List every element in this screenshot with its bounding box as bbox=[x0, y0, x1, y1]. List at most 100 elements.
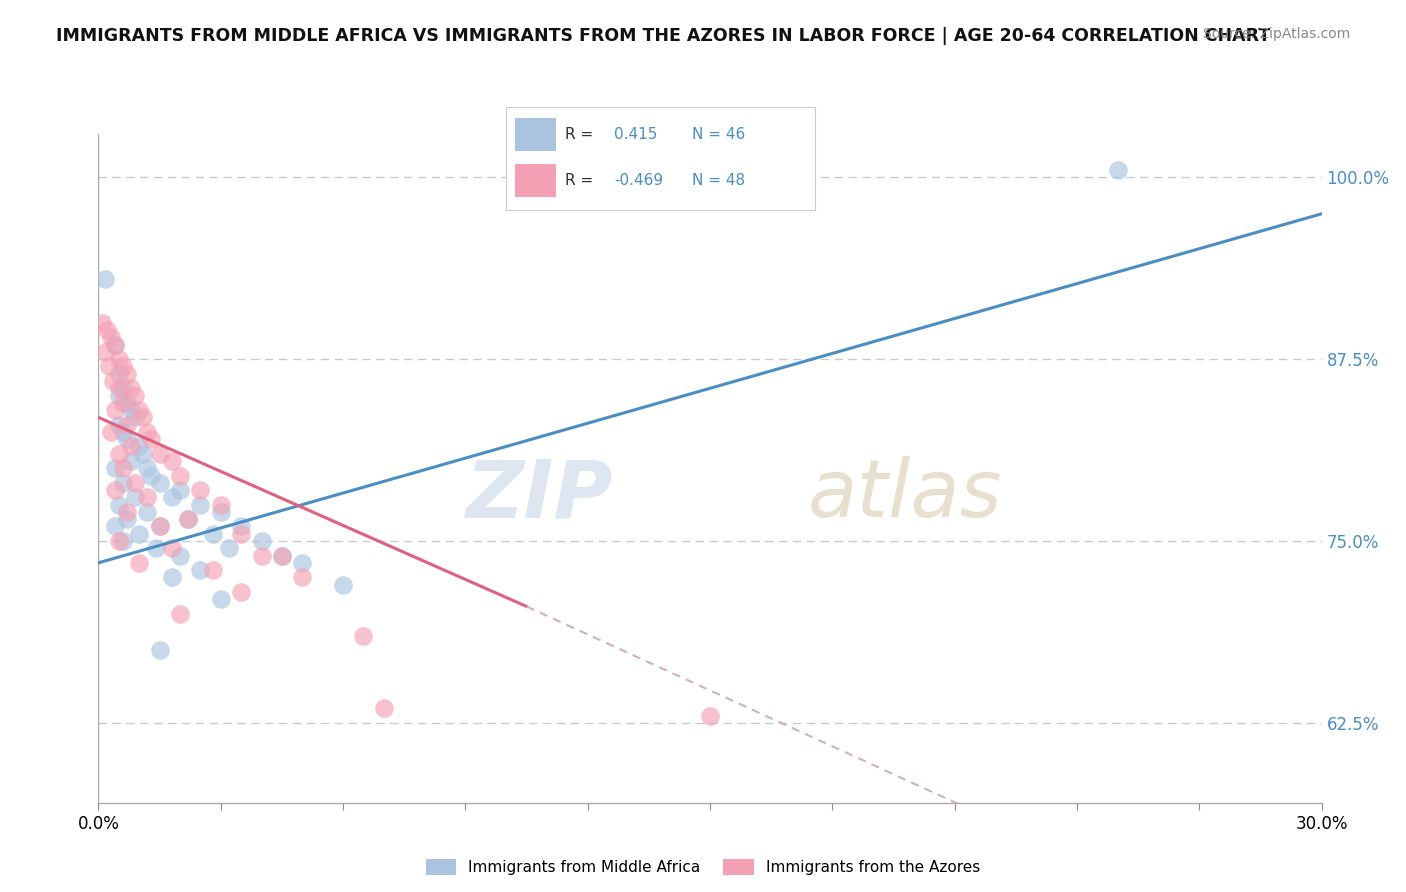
Point bbox=[115, 505, 138, 519]
Point bbox=[108, 417, 131, 432]
Point bbox=[115, 432, 138, 446]
Bar bbox=[516, 164, 555, 197]
Point bbox=[160, 570, 183, 584]
Point bbox=[149, 519, 172, 533]
Point bbox=[136, 461, 159, 475]
Text: R =: R = bbox=[565, 173, 593, 188]
Point bbox=[160, 454, 183, 468]
Point bbox=[115, 417, 138, 432]
Point bbox=[101, 374, 124, 388]
Point bbox=[141, 432, 163, 446]
Point bbox=[177, 512, 200, 526]
Point bbox=[111, 381, 134, 395]
Point bbox=[188, 563, 212, 577]
Point bbox=[209, 505, 232, 519]
Point bbox=[699, 708, 721, 723]
Point bbox=[1107, 163, 1129, 178]
Point bbox=[291, 556, 314, 570]
Point bbox=[108, 367, 131, 381]
Text: N = 48: N = 48 bbox=[692, 173, 745, 188]
Point bbox=[250, 549, 273, 563]
Point bbox=[128, 440, 150, 454]
Point bbox=[231, 585, 253, 599]
Point bbox=[141, 468, 163, 483]
Point bbox=[136, 425, 159, 439]
Point bbox=[149, 447, 172, 461]
Point bbox=[104, 337, 127, 351]
Point bbox=[231, 519, 253, 533]
Point bbox=[169, 483, 191, 497]
Text: -0.469: -0.469 bbox=[614, 173, 664, 188]
Point bbox=[120, 403, 142, 417]
Point bbox=[104, 461, 127, 475]
Point bbox=[132, 447, 155, 461]
Point bbox=[108, 498, 131, 512]
Point bbox=[108, 534, 131, 549]
Point bbox=[169, 607, 191, 621]
Point bbox=[124, 388, 146, 402]
Legend: Immigrants from Middle Africa, Immigrants from the Azores: Immigrants from Middle Africa, Immigrant… bbox=[426, 860, 980, 875]
Point bbox=[136, 505, 159, 519]
Text: atlas: atlas bbox=[808, 456, 1002, 534]
Point bbox=[111, 475, 134, 490]
Point bbox=[352, 628, 374, 642]
Point bbox=[132, 410, 155, 425]
Point bbox=[104, 519, 127, 533]
Point bbox=[291, 570, 314, 584]
Point bbox=[218, 541, 240, 556]
Point bbox=[111, 359, 134, 374]
Point bbox=[97, 359, 120, 374]
Point bbox=[108, 388, 131, 402]
Point bbox=[115, 512, 138, 526]
Point bbox=[108, 447, 131, 461]
Point bbox=[177, 512, 200, 526]
Point bbox=[111, 461, 134, 475]
Point bbox=[93, 272, 115, 286]
Point bbox=[128, 556, 150, 570]
Point bbox=[169, 549, 191, 563]
Point bbox=[124, 491, 146, 505]
Point bbox=[250, 534, 273, 549]
Point bbox=[136, 491, 159, 505]
Point bbox=[145, 541, 167, 556]
Text: IMMIGRANTS FROM MIDDLE AFRICA VS IMMIGRANTS FROM THE AZORES IN LABOR FORCE | AGE: IMMIGRANTS FROM MIDDLE AFRICA VS IMMIGRA… bbox=[56, 27, 1271, 45]
Point bbox=[188, 498, 212, 512]
Point bbox=[108, 352, 131, 367]
Point bbox=[93, 345, 115, 359]
Point bbox=[209, 592, 232, 607]
Text: ZIP: ZIP bbox=[465, 456, 612, 534]
Point bbox=[96, 323, 118, 337]
Point bbox=[115, 367, 138, 381]
Point bbox=[270, 549, 294, 563]
Point bbox=[120, 381, 142, 395]
Point bbox=[104, 337, 127, 351]
Point bbox=[104, 483, 127, 497]
Point bbox=[120, 440, 142, 454]
Point bbox=[201, 563, 224, 577]
Text: N = 46: N = 46 bbox=[692, 128, 745, 142]
Point bbox=[120, 454, 142, 468]
Point bbox=[104, 403, 127, 417]
Point bbox=[373, 701, 395, 715]
Point bbox=[201, 526, 224, 541]
Point bbox=[111, 534, 134, 549]
Point bbox=[149, 643, 172, 657]
Point bbox=[270, 549, 294, 563]
Point bbox=[160, 541, 183, 556]
Point bbox=[332, 577, 354, 591]
Point bbox=[124, 410, 146, 425]
Point bbox=[209, 498, 232, 512]
Point bbox=[100, 425, 122, 439]
Point bbox=[149, 475, 172, 490]
Point bbox=[108, 381, 131, 395]
Text: 0.415: 0.415 bbox=[614, 128, 658, 142]
Point bbox=[111, 425, 134, 439]
Bar bbox=[516, 119, 555, 151]
Point bbox=[128, 403, 150, 417]
Point bbox=[128, 526, 150, 541]
Text: Source: ZipAtlas.com: Source: ZipAtlas.com bbox=[1202, 27, 1350, 41]
Point bbox=[100, 330, 122, 344]
Point bbox=[188, 483, 212, 497]
Point bbox=[149, 519, 172, 533]
Point bbox=[111, 396, 134, 410]
